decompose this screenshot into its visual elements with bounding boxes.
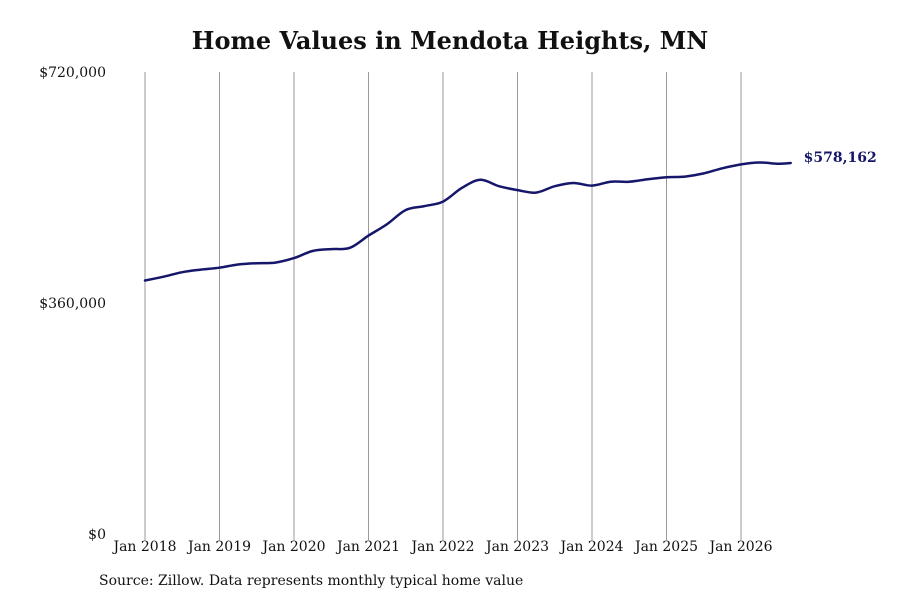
x-tick-label: Jan 2025 (633, 539, 698, 555)
y-tick-label: $360,000 (39, 296, 106, 312)
x-tick-label: Jan 2018 (111, 539, 176, 555)
source-note: Source: Zillow. Data represents monthly … (99, 573, 524, 589)
series-layer (143, 161, 792, 282)
gridlines (144, 72, 742, 540)
x-tick-label: Jan 2022 (409, 539, 474, 555)
x-tick-label: Jan 2019 (186, 539, 251, 555)
x-tick-label: Jan 2026 (707, 539, 772, 555)
end-value-label: $578,162 (804, 150, 877, 166)
x-axis: Jan 2018 Jan 2019 Jan 2020 Jan 2021 Jan 2022… (111, 539, 772, 555)
x-tick-label: Jan 2024 (558, 539, 623, 555)
y-axis: $0 $360,000 $720,000 (39, 65, 106, 543)
x-tick-label: Jan 2020 (260, 539, 325, 555)
x-tick-label: Jan 2023 (484, 539, 549, 555)
y-tick-label: $0 (88, 527, 106, 543)
series-line-0 (143, 161, 792, 282)
y-tick-label: $720,000 (39, 65, 106, 81)
data-labels: $578,162 (804, 150, 877, 166)
x-tick-label: Jan 2021 (335, 539, 400, 555)
chart-title: Home Values in Mendota Heights, MN (191, 26, 709, 55)
